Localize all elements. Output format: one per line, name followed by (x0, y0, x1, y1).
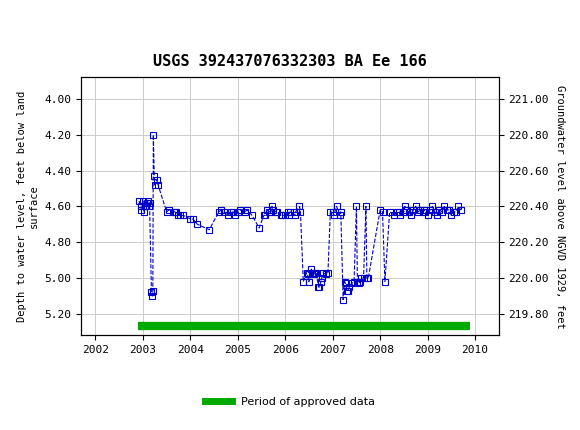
Text: ≡USGS: ≡USGS (12, 16, 70, 35)
Y-axis label: Depth to water level, feet below land
surface: Depth to water level, feet below land su… (17, 91, 39, 322)
Title: USGS 392437076332303 BA Ee 166: USGS 392437076332303 BA Ee 166 (153, 54, 427, 69)
Y-axis label: Groundwater level above NGVD 1929, feet: Groundwater level above NGVD 1929, feet (554, 85, 564, 328)
Legend: Period of approved data: Period of approved data (200, 393, 380, 412)
